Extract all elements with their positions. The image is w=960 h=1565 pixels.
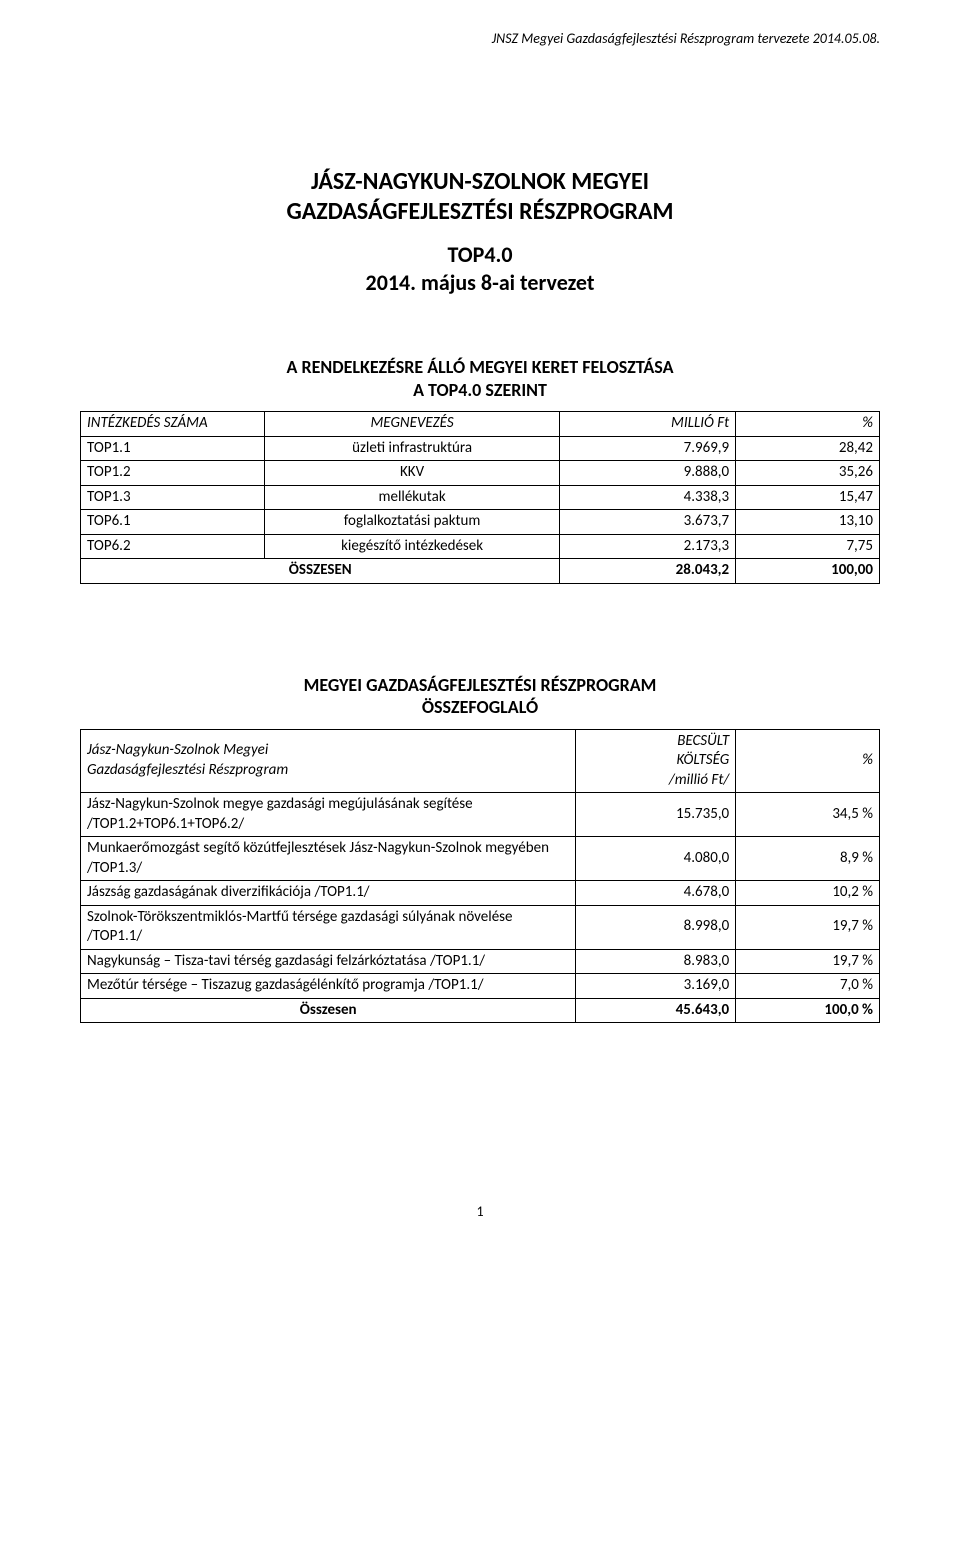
col-header-pct: % bbox=[736, 412, 880, 437]
table-row: Jász-Nagykun-Szolnok megye gazdasági meg… bbox=[81, 793, 880, 837]
summary-table: Jász-Nagykun-Szolnok Megyei Gazdaságfejl… bbox=[80, 729, 880, 1024]
cell-desc: Munkaerőmozgást segítő közútfejlesztések… bbox=[81, 837, 576, 881]
cell-pct: 7,75 bbox=[736, 534, 880, 559]
cell-name: KKV bbox=[264, 461, 560, 486]
table-row: TOP1.3mellékutak4.338,315,47 bbox=[81, 485, 880, 510]
table-row: Nagykunság – Tisza-tavi térség gazdasági… bbox=[81, 949, 880, 974]
table-sum-row: ÖSSZESEN28.043,2100,00 bbox=[81, 559, 880, 584]
section-2-line-1: MEGYEI GAZDASÁGFEJLESZTÉSI RÉSZPROGRAM bbox=[80, 674, 880, 697]
cell-name: üzleti infrastruktúra bbox=[264, 436, 560, 461]
main-title: JÁSZ-NAGYKUN-SZOLNOK MEGYEI GAZDASÁGFEJL… bbox=[80, 167, 880, 227]
cell-pct: 19,7 % bbox=[736, 905, 880, 949]
section-1-line-2: A TOP4.0 SZERINT bbox=[80, 379, 880, 402]
cell-pct: 8,9 % bbox=[736, 837, 880, 881]
cell-cost: 8.983,0 bbox=[576, 949, 736, 974]
table-header-row: Jász-Nagykun-Szolnok Megyei Gazdaságfejl… bbox=[81, 729, 880, 793]
table-row: TOP6.1foglalkoztatási paktum3.673,713,10 bbox=[81, 510, 880, 535]
cell-cost: 4.678,0 bbox=[576, 881, 736, 906]
cell-pct: 28,42 bbox=[736, 436, 880, 461]
header-desc-line-2: Gazdaságfejlesztési Részprogram bbox=[87, 761, 288, 779]
cell-value: 7.969,9 bbox=[560, 436, 736, 461]
subtitle-line-2: 2014. május 8-ai tervezet bbox=[80, 269, 880, 297]
cell-pct: 10,2 % bbox=[736, 881, 880, 906]
cell-pct: 15,47 bbox=[736, 485, 880, 510]
cell-code: TOP1.3 bbox=[81, 485, 265, 510]
title-line-1: JÁSZ-NAGYKUN-SZOLNOK MEGYEI bbox=[80, 167, 880, 197]
table-row: TOP6.2kiegészítő intézkedések2.173,37,75 bbox=[81, 534, 880, 559]
cell-desc: Nagykunság – Tisza-tavi térség gazdasági… bbox=[81, 949, 576, 974]
document-header: JNSZ Megyei Gazdaságfejlesztési Részprog… bbox=[80, 30, 880, 47]
cell-cost: 8.998,0 bbox=[576, 905, 736, 949]
sum-label: Összesen bbox=[81, 998, 576, 1023]
table-row: TOP1.2KKV9.888,035,26 bbox=[81, 461, 880, 486]
cell-desc: Szolnok-Törökszentmiklós-Martfű térsége … bbox=[81, 905, 576, 949]
cell-value: 4.338,3 bbox=[560, 485, 736, 510]
subtitle-line-1: TOP4.0 bbox=[80, 241, 880, 269]
sum-pct: 100,00 bbox=[736, 559, 880, 584]
cell-value: 9.888,0 bbox=[560, 461, 736, 486]
cell-pct: 7,0 % bbox=[736, 974, 880, 999]
cell-desc: Jászság gazdaságának diverzifikációja /T… bbox=[81, 881, 576, 906]
cell-desc: Mezőtúr térsége – Tiszazug gazdaságélénk… bbox=[81, 974, 576, 999]
cell-pct: 35,26 bbox=[736, 461, 880, 486]
cell-cost: 4.080,0 bbox=[576, 837, 736, 881]
table-row: Jászság gazdaságának diverzifikációja /T… bbox=[81, 881, 880, 906]
col-header-name: MEGNEVEZÉS bbox=[264, 412, 560, 437]
table-row: Munkaerőmozgást segítő közútfejlesztések… bbox=[81, 837, 880, 881]
section-1-heading: A RENDELKEZÉSRE ÁLLÓ MEGYEI KERET FELOSZ… bbox=[80, 356, 880, 401]
allocation-table: INTÉZKEDÉS SZÁMA MEGNEVEZÉS MILLIÓ Ft % … bbox=[80, 411, 880, 584]
col-header-value: MILLIÓ Ft bbox=[560, 412, 736, 437]
sum-cost: 45.643,0 bbox=[576, 998, 736, 1023]
cell-pct: 34,5 % bbox=[736, 793, 880, 837]
cell-value: 2.173,3 bbox=[560, 534, 736, 559]
cell-code: TOP1.1 bbox=[81, 436, 265, 461]
cell-value: 3.673,7 bbox=[560, 510, 736, 535]
cell-code: TOP6.1 bbox=[81, 510, 265, 535]
title-line-2: GAZDASÁGFEJLESZTÉSI RÉSZPROGRAM bbox=[80, 197, 880, 227]
page-number: 1 bbox=[80, 1203, 880, 1220]
section-2-heading: MEGYEI GAZDASÁGFEJLESZTÉSI RÉSZPROGRAM Ö… bbox=[80, 674, 880, 719]
header-cost-line-3: /millió Ft/ bbox=[669, 771, 729, 789]
sum-value: 28.043,2 bbox=[560, 559, 736, 584]
header-cost-line-2: KÖLTSÉG bbox=[676, 751, 729, 769]
section-1-line-1: A RENDELKEZÉSRE ÁLLÓ MEGYEI KERET FELOSZ… bbox=[80, 356, 880, 379]
cell-cost: 3.169,0 bbox=[576, 974, 736, 999]
table-sum-row: Összesen45.643,0100,0 % bbox=[81, 998, 880, 1023]
section-2-line-2: ÖSSZEFOGLALÓ bbox=[80, 696, 880, 719]
cell-pct: 13,10 bbox=[736, 510, 880, 535]
cell-code: TOP6.2 bbox=[81, 534, 265, 559]
col-header-pct: % bbox=[736, 729, 880, 793]
cell-pct: 19,7 % bbox=[736, 949, 880, 974]
cell-code: TOP1.2 bbox=[81, 461, 265, 486]
table-row: Mezőtúr térsége – Tiszazug gazdaságélénk… bbox=[81, 974, 880, 999]
table-row: TOP1.1üzleti infrastruktúra7.969,928,42 bbox=[81, 436, 880, 461]
col-header-cost: BECSÜLT KÖLTSÉG /millió Ft/ bbox=[576, 729, 736, 793]
sum-pct: 100,0 % bbox=[736, 998, 880, 1023]
col-header-desc: Jász-Nagykun-Szolnok Megyei Gazdaságfejl… bbox=[81, 729, 576, 793]
cell-name: mellékutak bbox=[264, 485, 560, 510]
cell-name: foglalkoztatási paktum bbox=[264, 510, 560, 535]
subtitle: TOP4.0 2014. május 8-ai tervezet bbox=[80, 241, 880, 296]
cell-cost: 15.735,0 bbox=[576, 793, 736, 837]
cell-name: kiegészítő intézkedések bbox=[264, 534, 560, 559]
cell-desc: Jász-Nagykun-Szolnok megye gazdasági meg… bbox=[81, 793, 576, 837]
header-cost-line-1: BECSÜLT bbox=[677, 732, 729, 750]
table-header-row: INTÉZKEDÉS SZÁMA MEGNEVEZÉS MILLIÓ Ft % bbox=[81, 412, 880, 437]
sum-label: ÖSSZESEN bbox=[81, 559, 560, 584]
col-header-code: INTÉZKEDÉS SZÁMA bbox=[81, 412, 265, 437]
header-desc-line-1: Jász-Nagykun-Szolnok Megyei bbox=[87, 741, 268, 759]
table-row: Szolnok-Törökszentmiklós-Martfű térsége … bbox=[81, 905, 880, 949]
